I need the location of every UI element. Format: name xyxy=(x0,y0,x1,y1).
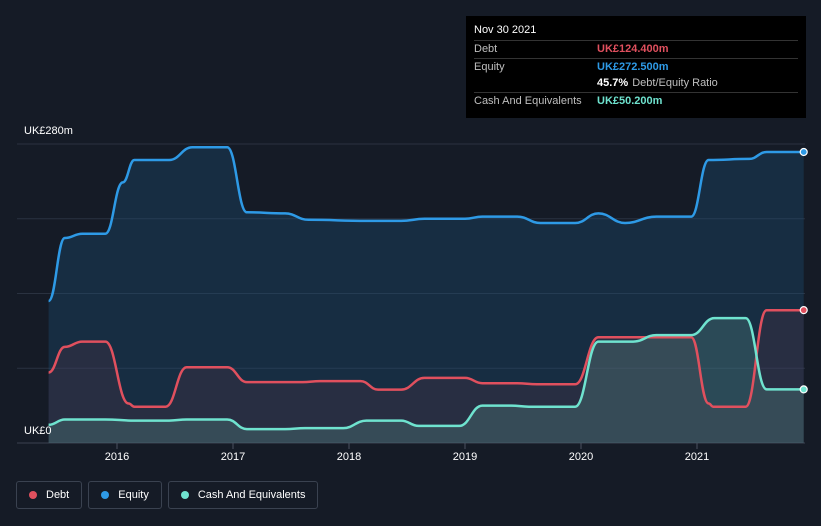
cash-and-equivalents-line xyxy=(48,316,804,431)
tooltip-row-debt: Debt UK£124.400m xyxy=(474,40,798,58)
series-endpoints xyxy=(799,147,808,394)
series-lines xyxy=(47,145,804,431)
tooltip-ratio-text: Debt/Equity Ratio xyxy=(632,77,718,89)
equity-endpoint xyxy=(799,147,808,157)
tooltip-row-equity: Equity UK£272.500m xyxy=(474,57,798,76)
legend-dot-debt xyxy=(29,491,37,499)
legend-item-cash[interactable]: Cash And Equivalents xyxy=(167,481,319,509)
legend-item-equity[interactable]: Equity xyxy=(88,481,162,509)
equity-line xyxy=(47,145,804,303)
legend-label-cash: Cash And Equivalents xyxy=(197,489,306,501)
x-ticks xyxy=(116,443,698,449)
x-tick-label-2019: 2019 xyxy=(452,451,478,463)
x-tick-label-2017: 2017 xyxy=(220,451,246,463)
legend: Debt Equity Cash And Equivalents xyxy=(16,481,319,509)
grid xyxy=(17,143,805,444)
y-tick-label-max: UK£280m xyxy=(24,125,73,137)
tooltip-row-ratio: 45.7% Debt/Equity Ratio xyxy=(474,75,798,92)
tooltip: Nov 30 2021 Debt UK£124.400m Equity UK£2… xyxy=(466,16,806,118)
tooltip-cash-value: UK£50.200m xyxy=(597,94,663,107)
legend-label-debt: Debt xyxy=(46,489,70,501)
debt-area xyxy=(48,310,804,443)
tooltip-date: Nov 30 2021 xyxy=(474,24,537,36)
y-tick-label-min: UK£0 xyxy=(24,425,52,437)
cash-and-equivalents-area xyxy=(48,318,804,443)
x-tick-label-2018: 2018 xyxy=(336,451,362,463)
legend-dot-cash xyxy=(180,491,189,499)
x-tick-label-2016: 2016 xyxy=(104,451,130,463)
tooltip-ratio-value: 45.7% xyxy=(597,77,629,89)
tooltip-cash-label: Cash And Equivalents xyxy=(474,94,582,107)
tooltip-equity-label: Equity xyxy=(474,60,505,73)
tooltip-equity-value: UK£272.500m xyxy=(597,60,669,73)
debt-endpoint xyxy=(799,306,808,315)
debt-line xyxy=(48,308,804,408)
legend-dot-equity xyxy=(101,491,110,499)
tooltip-debt-value: UK£124.400m xyxy=(597,43,669,55)
legend-label-equity: Equity xyxy=(118,489,149,501)
tooltip-debt-label: Debt xyxy=(474,43,498,55)
tooltip-row-cash: Cash And Equivalents UK£50.200m xyxy=(474,91,798,110)
legend-item-debt[interactable]: Debt xyxy=(16,481,83,509)
x-tick-label-2020: 2020 xyxy=(568,451,594,463)
cash-and-equivalents-endpoint xyxy=(799,385,808,394)
x-tick-label-2021: 2021 xyxy=(684,451,710,463)
